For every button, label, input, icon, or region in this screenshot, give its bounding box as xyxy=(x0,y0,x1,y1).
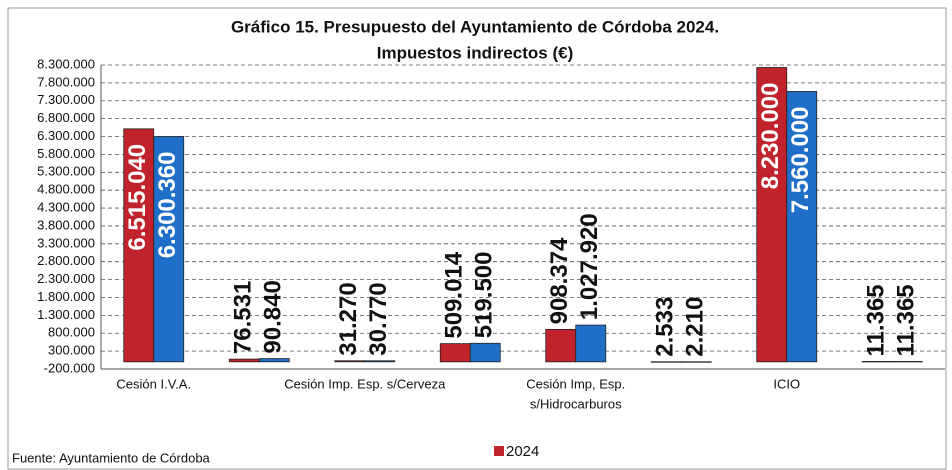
y-tick-label: 1.300.000 xyxy=(37,307,95,322)
y-tick-label: 6.800.000 xyxy=(37,110,95,125)
bar xyxy=(680,361,712,363)
data-label: 908.374 xyxy=(546,237,573,324)
bar xyxy=(545,328,577,363)
data-label: 11.365 xyxy=(893,284,920,356)
bar xyxy=(439,343,471,363)
bar xyxy=(153,136,185,363)
legend-swatch xyxy=(494,446,504,456)
y-tick-label: 5.300.000 xyxy=(37,164,95,179)
data-label: 11.365 xyxy=(863,284,890,356)
y-tick-label: 4.300.000 xyxy=(37,199,95,214)
data-label: 2.533 xyxy=(652,297,679,357)
data-label: 76.531 xyxy=(230,281,257,354)
data-label: 90.840 xyxy=(260,280,287,353)
bar xyxy=(364,360,396,363)
bar xyxy=(756,67,788,363)
data-label: 1.027.920 xyxy=(576,213,603,320)
y-tick-label: 7.800.000 xyxy=(37,74,95,89)
source: Fuente: Ayuntamiento de Córdoba xyxy=(12,450,211,465)
chart-title: Impuestos indirectos (€) xyxy=(377,43,573,62)
data-label: 6.515.040 xyxy=(124,144,151,251)
x-tick-label: s/Hidrocarburos xyxy=(530,396,622,411)
bar xyxy=(228,358,260,363)
data-label: 7.560.000 xyxy=(787,106,814,213)
bar xyxy=(469,342,501,363)
bar xyxy=(861,361,893,363)
y-tick-label: 5.800.000 xyxy=(37,146,95,161)
y-tick-label: 6.300.000 xyxy=(37,128,95,143)
y-tick-label: 300.000 xyxy=(48,343,95,358)
data-label: 6.300.360 xyxy=(154,152,181,259)
bar xyxy=(650,361,682,363)
y-tick-label: 1.800.000 xyxy=(37,289,95,304)
data-label: 8.230.000 xyxy=(757,83,784,190)
x-tick-label: Cesión Imp, Esp. xyxy=(526,376,625,391)
chart-title: Gráfico 15. Presupuesto del Ayuntamiento… xyxy=(231,17,719,36)
y-tick-label: 2.800.000 xyxy=(37,253,95,268)
y-tick-label: 3.300.000 xyxy=(37,235,95,250)
y-tick-label: 8.300.000 xyxy=(37,56,95,71)
x-tick-label: ICIO xyxy=(773,376,800,391)
bar xyxy=(891,361,923,363)
y-tick-label: 4.800.000 xyxy=(37,182,95,197)
y-tick-label: 800.000 xyxy=(48,325,95,340)
bar xyxy=(575,324,607,363)
y-tick-label: 7.300.000 xyxy=(37,92,95,107)
x-tick-label: Cesión Imp. Esp. s/Cerveza xyxy=(284,376,446,391)
legend-label: 2024 xyxy=(506,443,539,460)
bar xyxy=(334,360,366,363)
bar xyxy=(258,358,290,363)
x-tick-label: Cesión I.V.A. xyxy=(116,376,191,391)
data-label: 2.210 xyxy=(682,297,709,357)
y-tick-label: 2.300.000 xyxy=(37,271,95,286)
y-tick-label: 3.800.000 xyxy=(37,217,95,232)
data-label: 509.014 xyxy=(441,251,468,338)
data-label: 31.270 xyxy=(335,282,362,355)
data-label: 30.770 xyxy=(365,282,392,355)
y-tick-label: -200.000 xyxy=(44,360,95,375)
data-label: 519.500 xyxy=(471,252,498,339)
bar xyxy=(786,91,818,363)
bar xyxy=(123,128,155,363)
chart-border xyxy=(7,7,947,470)
